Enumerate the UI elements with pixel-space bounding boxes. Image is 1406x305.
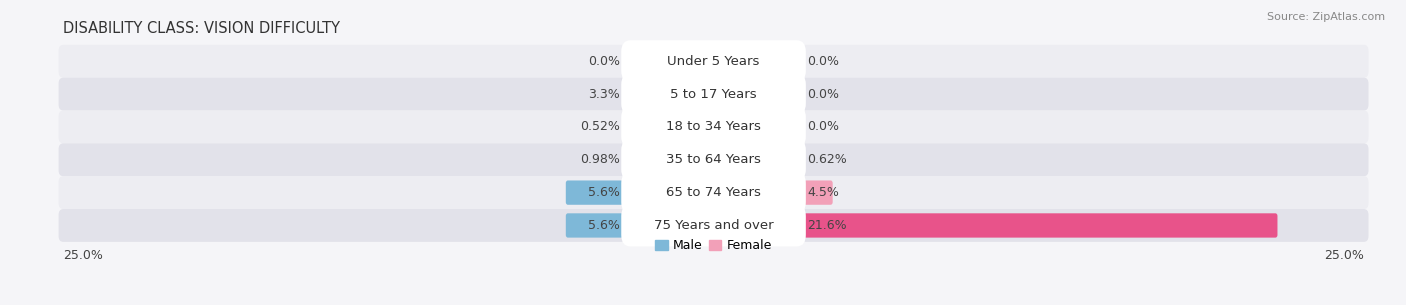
- Text: 4.5%: 4.5%: [807, 186, 839, 199]
- Text: 21.6%: 21.6%: [807, 219, 846, 232]
- FancyBboxPatch shape: [711, 181, 832, 205]
- FancyBboxPatch shape: [59, 143, 1368, 176]
- FancyBboxPatch shape: [59, 45, 1368, 78]
- Text: 0.0%: 0.0%: [807, 55, 839, 68]
- Text: 5.6%: 5.6%: [588, 219, 620, 232]
- Text: 0.62%: 0.62%: [807, 153, 846, 166]
- FancyBboxPatch shape: [565, 181, 716, 205]
- FancyBboxPatch shape: [621, 139, 806, 181]
- FancyBboxPatch shape: [59, 209, 1368, 242]
- FancyBboxPatch shape: [686, 148, 716, 172]
- Text: 5 to 17 Years: 5 to 17 Years: [671, 88, 756, 101]
- FancyBboxPatch shape: [711, 213, 1278, 238]
- Text: 0.52%: 0.52%: [581, 120, 620, 133]
- FancyBboxPatch shape: [621, 172, 806, 213]
- FancyBboxPatch shape: [621, 73, 806, 115]
- Text: 0.98%: 0.98%: [581, 153, 620, 166]
- FancyBboxPatch shape: [59, 110, 1368, 143]
- Text: 0.0%: 0.0%: [807, 120, 839, 133]
- FancyBboxPatch shape: [621, 205, 806, 246]
- FancyBboxPatch shape: [621, 106, 806, 148]
- Text: 35 to 64 Years: 35 to 64 Years: [666, 153, 761, 166]
- Text: 75 Years and over: 75 Years and over: [654, 219, 773, 232]
- FancyBboxPatch shape: [621, 40, 806, 82]
- Text: 0.0%: 0.0%: [588, 55, 620, 68]
- FancyBboxPatch shape: [626, 82, 716, 106]
- Text: Source: ZipAtlas.com: Source: ZipAtlas.com: [1267, 12, 1385, 22]
- Text: 5.6%: 5.6%: [588, 186, 620, 199]
- Text: DISABILITY CLASS: VISION DIFFICULTY: DISABILITY CLASS: VISION DIFFICULTY: [63, 21, 340, 36]
- FancyBboxPatch shape: [711, 148, 731, 172]
- Text: 3.3%: 3.3%: [588, 88, 620, 101]
- FancyBboxPatch shape: [59, 78, 1368, 110]
- Legend: Male, Female: Male, Female: [655, 239, 772, 253]
- FancyBboxPatch shape: [565, 213, 716, 238]
- Text: 25.0%: 25.0%: [1324, 249, 1364, 262]
- Text: 0.0%: 0.0%: [807, 88, 839, 101]
- Text: 65 to 74 Years: 65 to 74 Years: [666, 186, 761, 199]
- FancyBboxPatch shape: [697, 115, 716, 139]
- Text: 18 to 34 Years: 18 to 34 Years: [666, 120, 761, 133]
- FancyBboxPatch shape: [59, 176, 1368, 209]
- Text: 25.0%: 25.0%: [63, 249, 103, 262]
- Text: Under 5 Years: Under 5 Years: [668, 55, 759, 68]
